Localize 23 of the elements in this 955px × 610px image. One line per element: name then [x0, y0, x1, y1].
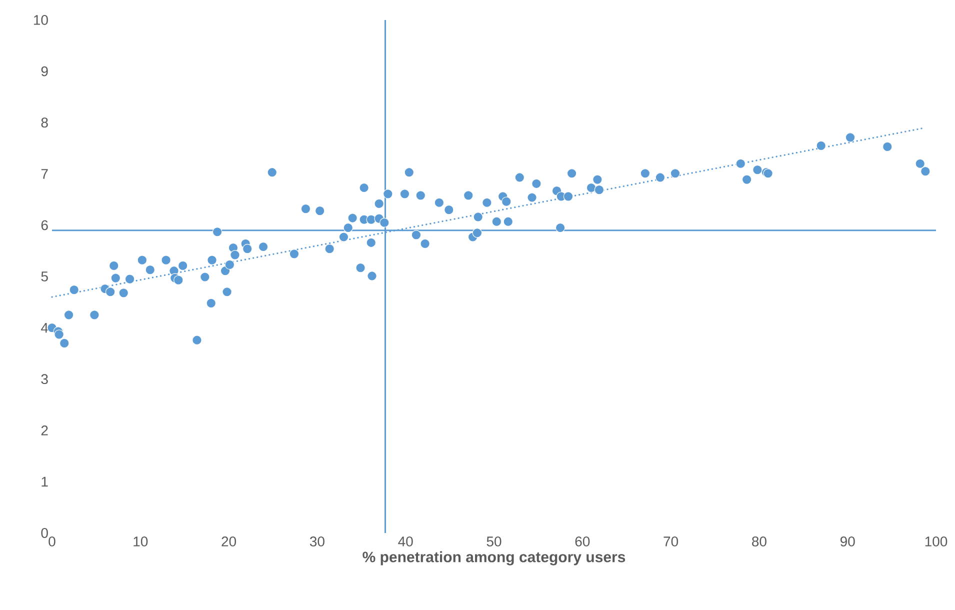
y-tick-label: 4 [41, 322, 48, 333]
x-tick-label: 20 [222, 536, 236, 546]
x-tick-label: 60 [575, 536, 590, 546]
x-tick-label: 90 [840, 536, 855, 546]
y-tick-label: 10 [34, 15, 48, 25]
y-tick-label: 2 [41, 426, 48, 436]
y-tick-label: 9 [41, 66, 48, 76]
x-tick-label: 40 [398, 536, 413, 546]
y-tick-label: 7 [41, 169, 48, 179]
x-tick-label: 70 [664, 536, 678, 546]
y-tick-label: 3 [41, 374, 48, 384]
x-axis-title: % penetration among category users [362, 551, 626, 566]
x-tick-label: 50 [486, 536, 502, 546]
x-tick-label: 80 [752, 536, 766, 546]
x-tick-label: 0 [48, 536, 56, 546]
y-tick-label: 0 [41, 528, 48, 538]
y-tick-label: 1 [42, 476, 48, 487]
y-tick-label: 5 [41, 272, 48, 282]
x-tick-label: 30 [310, 536, 324, 546]
y-tick-label: 6 [41, 220, 48, 230]
x-tick-label: 10 [134, 536, 148, 546]
x-tick-label: 100 [925, 536, 948, 546]
y-tick-label: 8 [41, 118, 48, 128]
